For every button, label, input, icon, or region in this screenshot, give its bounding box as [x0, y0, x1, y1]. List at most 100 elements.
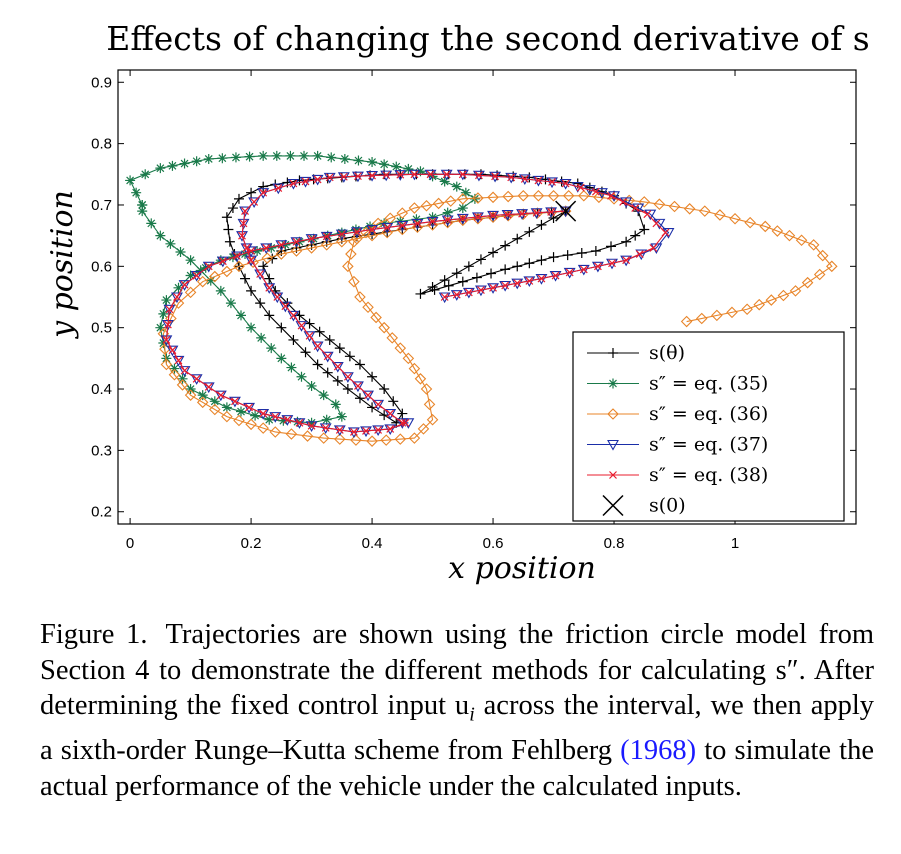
legend-label: s(θ)	[649, 342, 685, 364]
data-point	[353, 155, 364, 166]
data-point	[300, 347, 311, 358]
data-point	[176, 379, 189, 391]
data-point	[518, 209, 527, 218]
data-point	[396, 170, 405, 179]
data-point	[443, 216, 452, 224]
data-point	[184, 286, 197, 299]
data-point	[269, 426, 282, 438]
data-point	[204, 383, 213, 391]
data-point	[536, 219, 547, 230]
legend-item-3: s″ = eq. (37)	[587, 434, 768, 456]
data-point	[233, 260, 245, 273]
legend-marker	[607, 439, 619, 451]
data-point	[458, 170, 467, 179]
data-point	[301, 177, 310, 186]
data-point	[374, 400, 383, 409]
data-point	[301, 430, 314, 442]
data-point	[185, 384, 196, 395]
data-point	[638, 196, 651, 208]
data-point	[165, 238, 176, 249]
data-point	[413, 219, 422, 228]
legend-box	[572, 331, 845, 522]
data-point	[264, 273, 275, 284]
data-point	[162, 336, 171, 344]
data-point	[362, 427, 370, 435]
data-point	[177, 373, 188, 384]
data-point	[202, 261, 215, 273]
data-point	[380, 434, 392, 446]
data-point	[367, 371, 378, 382]
data-point	[347, 427, 360, 439]
data-point	[460, 187, 471, 198]
x-tick-label: 0	[126, 535, 134, 552]
data-point	[306, 417, 317, 428]
data-point	[168, 368, 181, 381]
data-point	[503, 210, 512, 219]
data-point	[631, 204, 640, 212]
figure-caption: Figure 1. Trajectories are shown using th…	[40, 617, 874, 804]
data-point	[246, 187, 257, 198]
data-point	[457, 203, 468, 214]
legend-marker	[609, 471, 617, 479]
data-point	[306, 380, 317, 391]
data-point	[250, 410, 261, 421]
data-point	[239, 219, 248, 228]
y-axis-label: y position	[45, 190, 80, 340]
data-point	[826, 260, 838, 273]
data-point	[230, 152, 241, 163]
x-tick-label: 0.2	[241, 535, 262, 552]
data-point	[271, 292, 284, 304]
data-point	[336, 227, 347, 238]
series-4	[162, 170, 670, 436]
data-point	[639, 224, 650, 235]
data-point	[408, 432, 421, 444]
data-point	[265, 283, 274, 292]
data-point	[221, 410, 233, 423]
data-point	[402, 352, 415, 365]
data-point	[339, 172, 348, 181]
chart-title: Effects of changing the second derivativ…	[106, 19, 870, 58]
data-point	[173, 293, 181, 301]
data-point	[178, 280, 191, 291]
data-point	[695, 312, 708, 325]
data-point	[239, 206, 251, 218]
data-point	[179, 158, 190, 169]
data-point	[299, 150, 310, 161]
data-point	[517, 189, 530, 202]
data-point	[391, 161, 402, 172]
data-point	[420, 383, 433, 395]
data-point	[438, 292, 451, 304]
data-point	[444, 195, 457, 207]
data-point	[261, 252, 273, 264]
data-point	[403, 163, 414, 174]
data-point	[241, 207, 249, 216]
data-point	[548, 178, 556, 186]
data-point	[362, 390, 374, 402]
series-line	[162, 195, 833, 442]
data-point	[221, 265, 233, 278]
data-point	[753, 298, 765, 311]
data-point	[161, 295, 172, 306]
citation-link[interactable]: (1968)	[620, 735, 697, 767]
data-point	[266, 242, 277, 253]
data-point	[264, 414, 275, 425]
data-point	[383, 223, 392, 232]
x-tick-label: 0.4	[362, 535, 383, 552]
data-point	[259, 409, 268, 418]
figure-chart: Effects of changing the second derivativ…	[45, 19, 870, 586]
data-point	[457, 193, 469, 205]
data-point	[426, 219, 439, 231]
data-point	[172, 355, 185, 367]
data-point	[140, 169, 151, 180]
data-point	[349, 428, 358, 436]
data-point	[257, 188, 270, 199]
data-point	[200, 262, 211, 273]
data-point	[337, 230, 346, 239]
data-point	[442, 170, 451, 179]
data-point	[783, 229, 796, 242]
data-point	[342, 260, 354, 273]
data-point	[777, 289, 790, 302]
data-point	[398, 418, 407, 427]
data-point	[275, 248, 288, 260]
data-point	[258, 181, 269, 192]
